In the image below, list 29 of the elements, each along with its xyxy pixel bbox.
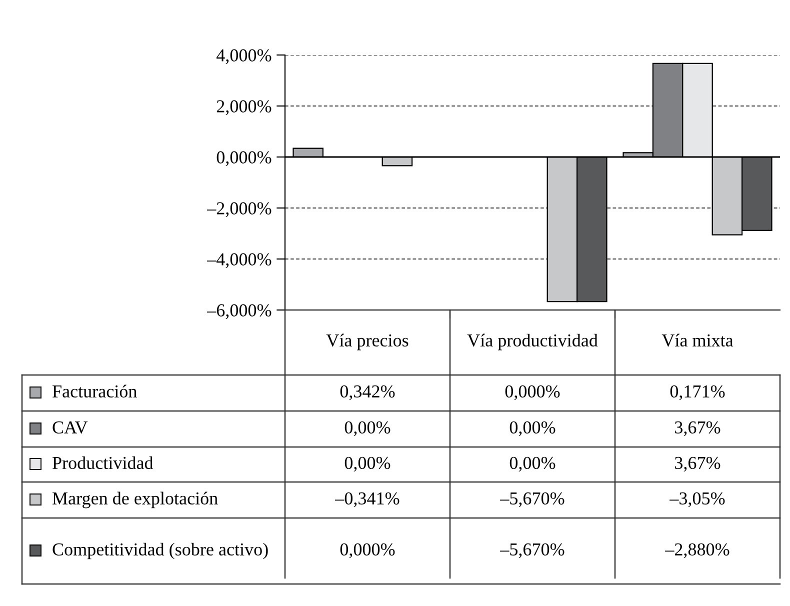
- y-tick-label: –4,000%: [206, 253, 272, 268]
- data-label: –5,670%: [500, 492, 564, 508]
- data-label: –5,670%: [500, 543, 564, 558]
- y-tick-label: –2,000%: [206, 202, 272, 218]
- data-label: –0,341%: [335, 492, 400, 508]
- data-label: –3,05%: [670, 492, 725, 508]
- legend-label: Facturación: [52, 384, 137, 398]
- legend-label: CAV: [52, 421, 88, 434]
- data-label: 3,67%: [675, 456, 720, 472]
- legend-label: Productividad: [52, 456, 154, 470]
- data-label: 0,00%: [344, 421, 390, 436]
- data-label: 0,00%: [510, 456, 556, 472]
- data-label: 3,67%: [675, 421, 720, 436]
- data-label: 0,000%: [340, 543, 395, 558]
- data-label: 0,000%: [505, 385, 560, 400]
- data-label: 0,00%: [344, 456, 390, 472]
- y-tick-label: –6,000%: [206, 304, 272, 320]
- x-tick-label: Vía mixta: [662, 334, 734, 347]
- data-label: –2,880%: [665, 543, 730, 558]
- data-label: 0,00%: [510, 421, 556, 436]
- legend-label: Competitividad (sobre activo): [52, 542, 268, 560]
- data-label: 0,342%: [340, 385, 395, 400]
- y-tick-label: 0,000%: [216, 151, 272, 166]
- x-tick-label: Vía precios: [326, 334, 408, 350]
- y-tick-label: 4,000%: [216, 49, 272, 64]
- legend-label: Margen de explotación: [52, 492, 218, 508]
- data-label: 0,171%: [670, 385, 725, 400]
- y-tick-label: 2,000%: [216, 100, 272, 116]
- x-tick-label: Vía productividad: [467, 334, 598, 350]
